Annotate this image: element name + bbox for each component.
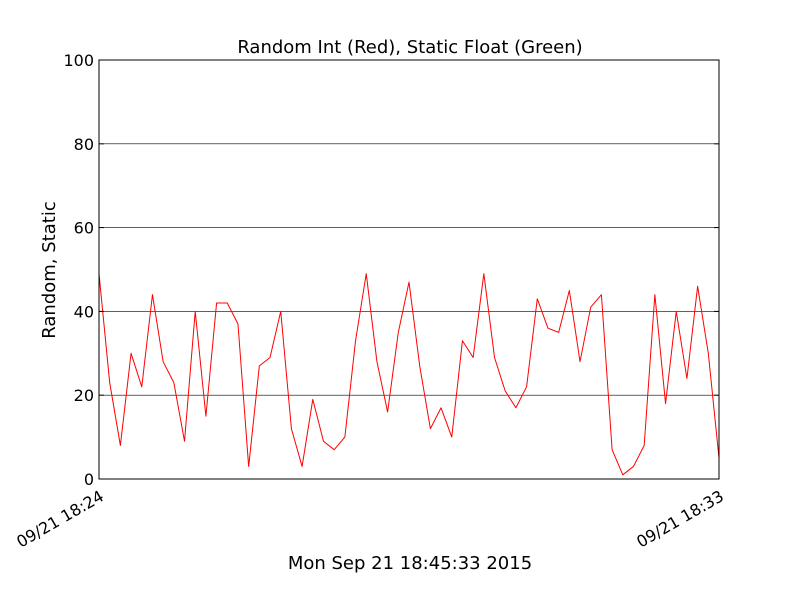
y-tick-label: 100 xyxy=(63,51,94,70)
y-tick-label: 80 xyxy=(74,135,94,154)
series-line-random-int xyxy=(98,273,720,476)
y-axis-label: Random, Static xyxy=(39,201,60,338)
y-tick-label: 20 xyxy=(74,386,94,405)
plot-area-frame xyxy=(98,59,720,480)
chart-title: Random Int (Red), Static Float (Green) xyxy=(237,37,582,58)
series-layer xyxy=(98,273,720,476)
x-axis-label: Mon Sep 21 18:45:33 2015 xyxy=(288,553,532,574)
grid-lines xyxy=(99,143,719,396)
y-tick-label: 40 xyxy=(74,302,94,321)
y-tick-label: 0 xyxy=(84,470,94,489)
y-tick-label: 60 xyxy=(74,219,94,238)
y-axis-ticks: 0 20 40 60 80 100 xyxy=(63,51,719,489)
